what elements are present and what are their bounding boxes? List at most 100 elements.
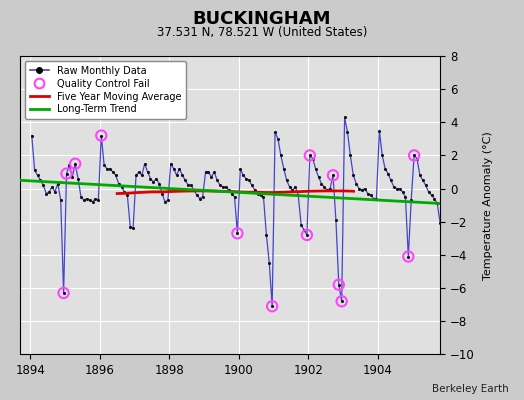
Point xyxy=(439,199,447,205)
Point xyxy=(178,172,187,178)
Point xyxy=(346,152,355,159)
Point xyxy=(277,152,285,159)
Point xyxy=(169,166,178,172)
Point xyxy=(213,177,221,184)
Point xyxy=(103,166,111,172)
Point xyxy=(317,180,325,187)
Point xyxy=(416,172,424,178)
Point xyxy=(71,160,80,167)
Point xyxy=(294,192,302,198)
Point xyxy=(329,172,337,178)
Point xyxy=(28,132,36,139)
Point xyxy=(329,172,337,178)
Point xyxy=(361,185,369,192)
Y-axis label: Temperature Anomaly (°C): Temperature Anomaly (°C) xyxy=(483,131,493,280)
Point xyxy=(421,182,430,188)
Point xyxy=(372,195,380,202)
Point xyxy=(326,185,334,192)
Point xyxy=(201,169,210,175)
Point xyxy=(57,197,65,203)
Point xyxy=(311,166,320,172)
Point xyxy=(199,194,207,200)
Point xyxy=(85,197,94,203)
Point xyxy=(207,174,215,180)
Point xyxy=(262,232,270,238)
Point xyxy=(384,170,392,177)
Point xyxy=(94,197,103,203)
Point xyxy=(140,160,149,167)
Point xyxy=(303,232,311,238)
Point xyxy=(184,182,192,188)
Point xyxy=(430,195,439,202)
Point xyxy=(271,129,279,136)
Point xyxy=(375,127,384,134)
Point xyxy=(390,184,398,190)
Point xyxy=(410,152,418,159)
Point xyxy=(231,194,239,200)
Point xyxy=(224,187,233,194)
Point xyxy=(163,197,172,203)
Point xyxy=(45,189,53,195)
Point xyxy=(117,184,126,190)
Point xyxy=(305,152,314,159)
Point xyxy=(297,222,305,228)
Point xyxy=(254,190,262,197)
Point xyxy=(219,184,227,190)
Point xyxy=(210,169,219,175)
Point xyxy=(427,192,435,198)
Point xyxy=(91,195,100,202)
Point xyxy=(146,176,155,182)
Point xyxy=(80,197,88,203)
Point xyxy=(337,298,346,304)
Point xyxy=(112,172,120,178)
Point xyxy=(358,187,366,194)
Point xyxy=(433,200,441,207)
Point xyxy=(233,230,242,236)
Point xyxy=(404,253,412,260)
Point xyxy=(256,192,265,198)
Point xyxy=(158,190,166,197)
Point xyxy=(222,184,230,190)
Point xyxy=(62,170,71,177)
Point xyxy=(335,282,343,288)
Point xyxy=(108,169,117,175)
Point xyxy=(83,195,91,202)
Point xyxy=(233,230,242,236)
Point xyxy=(181,177,190,184)
Point xyxy=(114,180,123,187)
Point xyxy=(144,169,152,175)
Point xyxy=(152,176,160,182)
Point xyxy=(404,253,412,260)
Text: 37.531 N, 78.521 W (United States): 37.531 N, 78.521 W (United States) xyxy=(157,26,367,39)
Point xyxy=(268,303,276,310)
Point xyxy=(48,184,56,190)
Point xyxy=(216,182,224,188)
Point xyxy=(303,232,311,238)
Point xyxy=(245,177,253,184)
Point xyxy=(337,298,346,304)
Point xyxy=(239,172,247,178)
Point xyxy=(74,176,82,182)
Point xyxy=(167,160,175,167)
Point xyxy=(172,172,181,178)
Point xyxy=(71,160,80,167)
Point xyxy=(442,194,450,200)
Point xyxy=(268,303,276,310)
Point xyxy=(288,187,297,194)
Point xyxy=(132,172,140,178)
Point xyxy=(97,132,105,139)
Point xyxy=(314,174,323,180)
Point xyxy=(323,187,331,194)
Point xyxy=(59,290,68,296)
Point xyxy=(343,129,352,136)
Point xyxy=(352,180,361,187)
Point xyxy=(59,290,68,296)
Point xyxy=(410,152,418,159)
Point xyxy=(407,197,416,203)
Point xyxy=(227,190,236,197)
Point xyxy=(392,185,401,192)
Point xyxy=(335,282,343,288)
Point xyxy=(62,170,71,177)
Point xyxy=(39,182,48,188)
Point xyxy=(332,217,340,223)
